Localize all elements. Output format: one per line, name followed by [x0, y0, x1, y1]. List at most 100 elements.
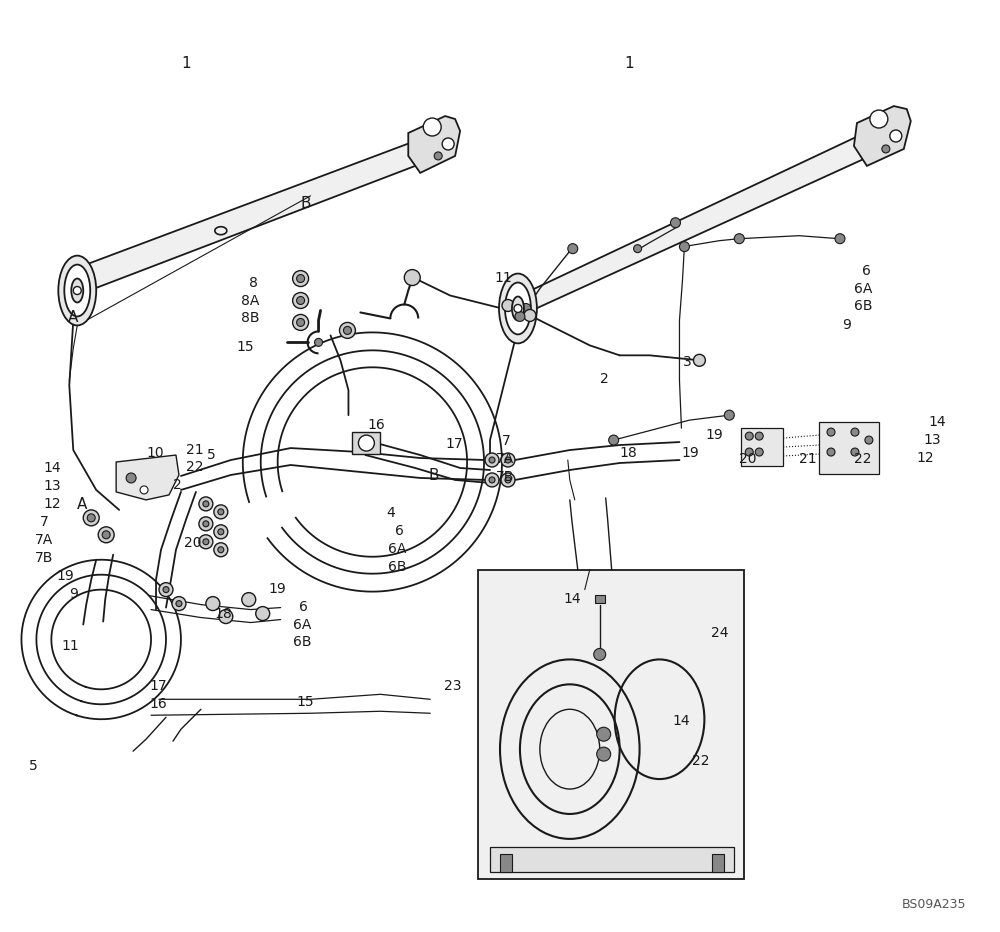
- Text: 1: 1: [625, 56, 634, 71]
- Circle shape: [256, 607, 270, 621]
- Text: 9: 9: [69, 586, 78, 600]
- Text: 17: 17: [445, 437, 463, 451]
- Ellipse shape: [512, 296, 524, 321]
- Text: 7B: 7B: [34, 551, 53, 565]
- Text: 7A: 7A: [496, 452, 514, 466]
- Circle shape: [514, 305, 522, 312]
- Circle shape: [404, 269, 420, 285]
- Circle shape: [851, 448, 859, 456]
- Circle shape: [679, 241, 689, 252]
- Text: 7A: 7A: [34, 533, 53, 547]
- Ellipse shape: [423, 118, 441, 136]
- Circle shape: [199, 535, 213, 549]
- Circle shape: [505, 457, 511, 463]
- Circle shape: [172, 596, 186, 610]
- Text: 6B: 6B: [388, 560, 407, 574]
- Circle shape: [505, 477, 511, 483]
- Text: 16: 16: [367, 418, 385, 432]
- Circle shape: [218, 528, 224, 535]
- Ellipse shape: [870, 110, 888, 128]
- Circle shape: [297, 296, 305, 305]
- Circle shape: [670, 218, 680, 227]
- Text: B: B: [300, 196, 311, 211]
- Text: 7: 7: [39, 514, 48, 528]
- Circle shape: [126, 473, 136, 483]
- Text: 6: 6: [299, 599, 307, 613]
- Text: 5: 5: [207, 448, 216, 462]
- Text: 11: 11: [61, 639, 79, 653]
- Ellipse shape: [442, 138, 454, 150]
- Text: 11: 11: [494, 270, 512, 284]
- Bar: [712, 854, 724, 871]
- Circle shape: [634, 245, 642, 253]
- Circle shape: [485, 473, 499, 487]
- Polygon shape: [116, 455, 179, 500]
- Text: 5: 5: [29, 760, 38, 774]
- Circle shape: [597, 747, 611, 761]
- Text: B: B: [428, 468, 439, 483]
- Ellipse shape: [58, 255, 96, 325]
- Circle shape: [521, 304, 531, 313]
- Circle shape: [734, 234, 744, 243]
- Text: 14: 14: [929, 415, 946, 429]
- Text: 14: 14: [43, 461, 61, 475]
- Text: 6A: 6A: [293, 618, 311, 632]
- Text: 24: 24: [711, 625, 729, 639]
- Circle shape: [242, 593, 256, 607]
- Circle shape: [501, 473, 515, 487]
- Circle shape: [163, 586, 169, 593]
- Text: 21: 21: [799, 452, 817, 466]
- Text: 2: 2: [173, 478, 182, 492]
- Circle shape: [724, 410, 734, 420]
- Text: 4: 4: [386, 506, 395, 520]
- Circle shape: [597, 727, 611, 741]
- Text: 18: 18: [215, 607, 233, 621]
- Polygon shape: [510, 131, 869, 321]
- Ellipse shape: [434, 152, 442, 160]
- Bar: [490, 847, 734, 871]
- Circle shape: [293, 293, 309, 308]
- Circle shape: [524, 309, 536, 322]
- Circle shape: [568, 243, 578, 254]
- Circle shape: [214, 505, 228, 519]
- Circle shape: [745, 448, 753, 456]
- Text: 6B: 6B: [293, 636, 311, 650]
- Circle shape: [485, 453, 499, 467]
- Text: 17: 17: [149, 679, 167, 693]
- Text: 10: 10: [146, 446, 164, 460]
- Circle shape: [489, 457, 495, 463]
- Text: 6A: 6A: [854, 281, 872, 295]
- Circle shape: [343, 326, 351, 335]
- Circle shape: [214, 542, 228, 556]
- Text: 1: 1: [181, 56, 191, 71]
- Bar: [819, 422, 879, 474]
- Text: 3: 3: [682, 355, 691, 369]
- Text: 12: 12: [43, 497, 61, 511]
- Circle shape: [293, 314, 309, 331]
- Text: 6: 6: [862, 264, 871, 278]
- Circle shape: [851, 428, 859, 436]
- Text: 7B: 7B: [496, 470, 514, 484]
- Circle shape: [865, 436, 873, 444]
- Text: 22: 22: [186, 460, 203, 474]
- Circle shape: [176, 600, 182, 607]
- Text: 8A: 8A: [241, 294, 259, 308]
- Circle shape: [87, 514, 95, 522]
- Bar: [500, 854, 512, 871]
- Circle shape: [827, 428, 835, 436]
- Text: 14: 14: [564, 592, 581, 606]
- Text: 9: 9: [842, 319, 851, 333]
- Circle shape: [594, 649, 606, 661]
- Text: BS09A235: BS09A235: [902, 898, 967, 911]
- Polygon shape: [854, 106, 911, 166]
- Text: 6: 6: [395, 524, 404, 538]
- Circle shape: [219, 610, 233, 624]
- Ellipse shape: [890, 130, 902, 142]
- Polygon shape: [478, 569, 744, 879]
- Text: 22: 22: [854, 452, 871, 466]
- Circle shape: [755, 448, 763, 456]
- Text: A: A: [68, 310, 78, 325]
- Circle shape: [501, 453, 515, 467]
- Circle shape: [203, 521, 209, 527]
- Text: 19: 19: [56, 569, 74, 582]
